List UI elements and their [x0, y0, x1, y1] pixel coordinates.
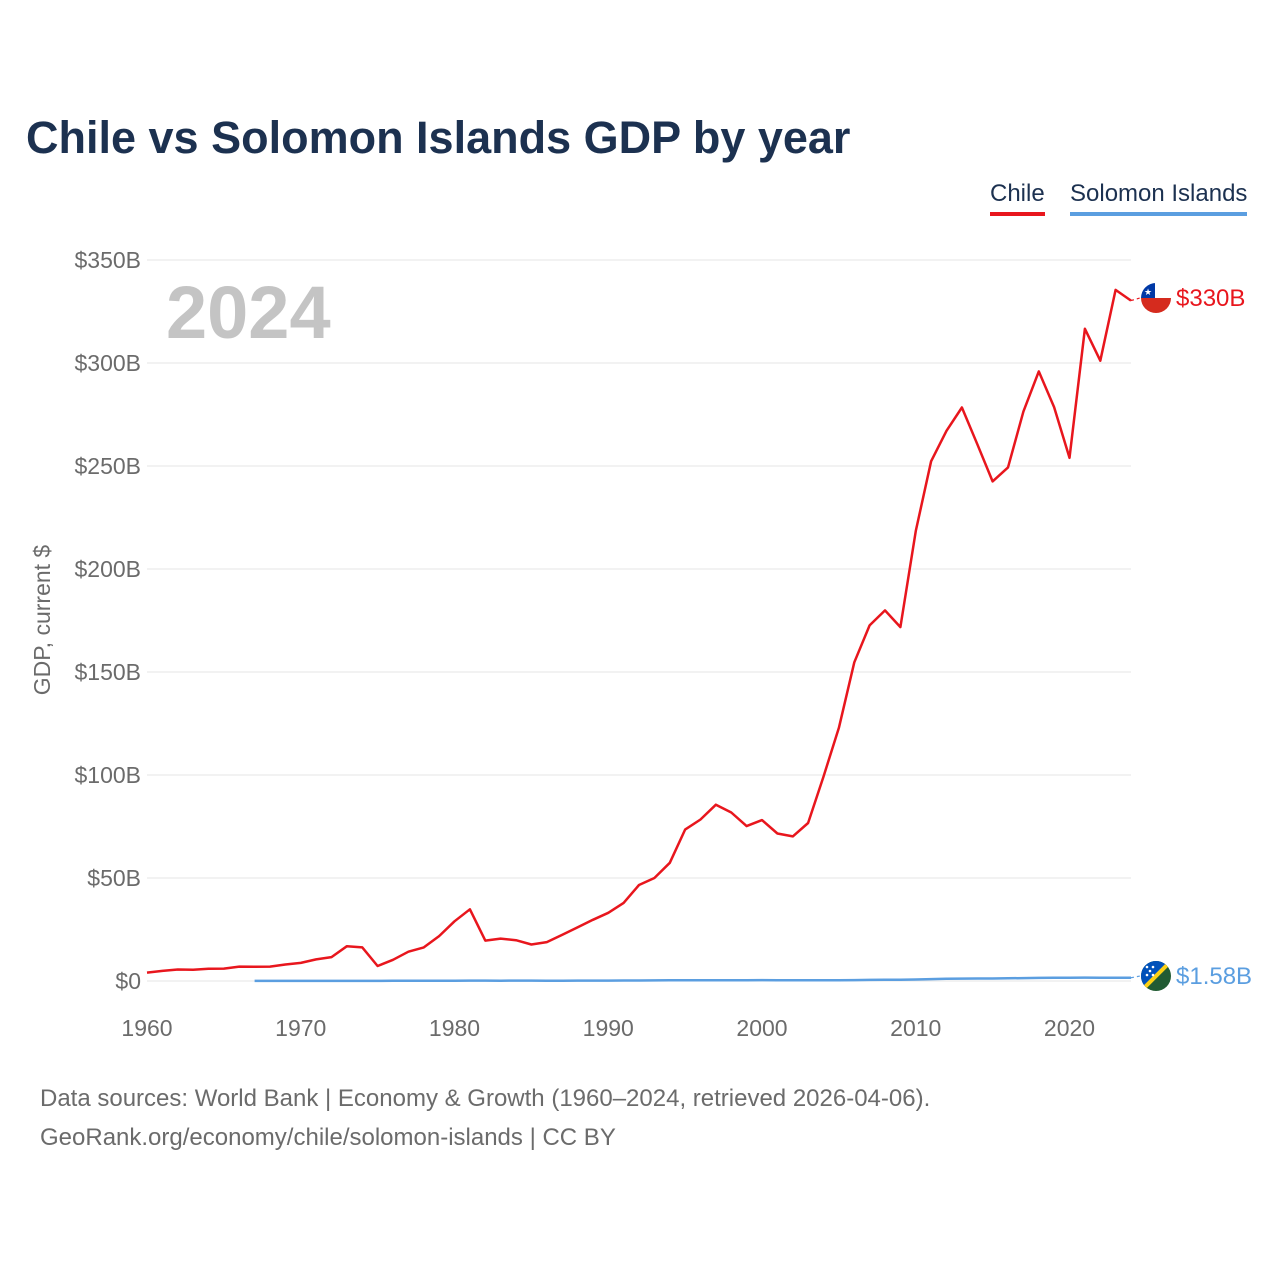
series-line-chile	[146, 288, 1132, 974]
x-axis: 1960 1970 1980 1990 2000 2010 2020	[121, 1015, 1095, 1041]
chart-title: Chile vs Solomon Islands GDP by year	[26, 112, 851, 163]
x-tick-label: 1960	[121, 1015, 172, 1041]
legend-item-solomon-islands[interactable]: Solomon Islands	[1070, 180, 1248, 216]
x-tick-label: 1990	[583, 1015, 634, 1041]
y-tick-label: $100B	[74, 762, 141, 788]
chile-flag-icon: ★	[1141, 283, 1171, 313]
footer-link[interactable]: GeoRank.org/economy/chile/solomon-island…	[40, 1124, 616, 1151]
y-axis: $0 $50B $100B $150B $200B $250B $300B $350B	[74, 247, 141, 994]
y-axis-label: GDP, current $	[29, 545, 55, 696]
year-label: 2024	[166, 271, 331, 354]
solomon-islands-flag-icon	[1141, 961, 1171, 991]
y-tick-label: $350B	[74, 247, 141, 273]
series-line-solomon-islands-leader	[1130, 975, 1141, 979]
series-line-solomon-islands	[254, 976, 1132, 983]
legend-item-chile[interactable]: Chile	[990, 180, 1045, 216]
footer-source: Data sources: World Bank | Economy & Gro…	[40, 1085, 931, 1112]
y-tick-label: $150B	[74, 659, 141, 685]
x-tick-label: 2020	[1044, 1015, 1095, 1041]
gridlines	[147, 259, 1131, 982]
end-label-solomon-islands: $1.58B	[1176, 963, 1252, 990]
x-tick-label: 1980	[429, 1015, 480, 1041]
y-tick-label: $50B	[87, 865, 141, 891]
series-line-chile-leader	[1130, 297, 1141, 302]
x-tick-label: 2000	[736, 1015, 787, 1041]
x-tick-label: 2010	[890, 1015, 941, 1041]
series-lines	[146, 288, 1141, 983]
y-tick-label: $300B	[74, 350, 141, 376]
y-tick-label: $250B	[74, 453, 141, 479]
y-tick-label: $0	[115, 968, 141, 994]
x-tick-label: 1970	[275, 1015, 326, 1041]
y-tick-label: $200B	[74, 556, 141, 582]
end-label-chile: $330B	[1176, 285, 1245, 312]
svg-text:★: ★	[1144, 288, 1152, 298]
